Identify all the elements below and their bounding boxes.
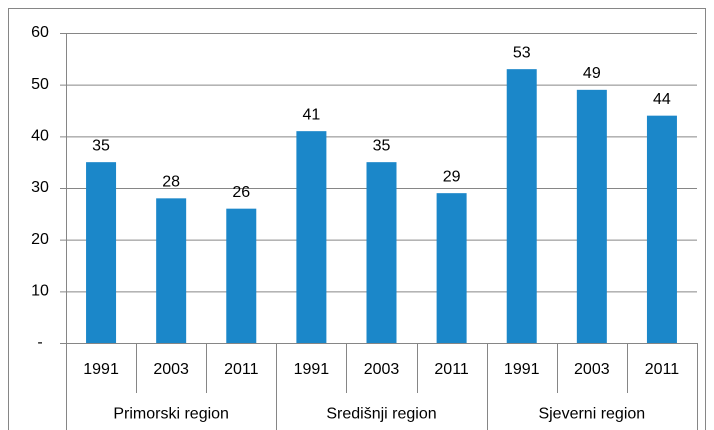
bar (86, 162, 117, 343)
bar (226, 208, 257, 343)
value-label: 35 (373, 137, 391, 154)
chart-frame (8, 8, 706, 430)
x-tick-label: 1991 (83, 361, 119, 378)
y-tick-label: 10 (31, 283, 49, 300)
group-label: Sjeverni region (538, 406, 645, 423)
x-tick-label: 2011 (224, 361, 259, 378)
value-label: 53 (513, 44, 531, 61)
value-label: 49 (583, 65, 601, 82)
y-tick-label: 60 (31, 24, 49, 41)
value-label: 44 (653, 91, 671, 108)
x-tick-label: 2011 (434, 361, 469, 378)
bar (576, 89, 607, 343)
value-label: 41 (302, 106, 320, 123)
value-label: 28 (162, 174, 180, 191)
x-tick-label: 2003 (574, 361, 610, 378)
y-tick-label: - (37, 334, 42, 351)
y-tick-label: 20 (31, 231, 49, 248)
x-tick-label: 1991 (504, 361, 540, 378)
y-tick-label: 50 (31, 76, 49, 93)
x-tick-label: 2003 (364, 361, 400, 378)
value-label: 35 (92, 137, 110, 154)
x-tick-label: 1991 (294, 361, 330, 378)
bar (366, 162, 397, 343)
value-label: 26 (232, 184, 250, 201)
x-tick-label: 2011 (645, 361, 680, 378)
bar (646, 115, 677, 344)
bar (156, 198, 187, 343)
group-label: Središnji region (326, 406, 436, 423)
bar (506, 69, 537, 344)
bar (436, 193, 467, 343)
y-tick-label: 40 (31, 128, 49, 145)
y-tick-label: 30 (31, 179, 49, 196)
x-tick-label: 2003 (153, 361, 189, 378)
bar (296, 131, 327, 343)
group-label: Primorski region (113, 406, 229, 423)
value-label: 29 (443, 168, 461, 185)
